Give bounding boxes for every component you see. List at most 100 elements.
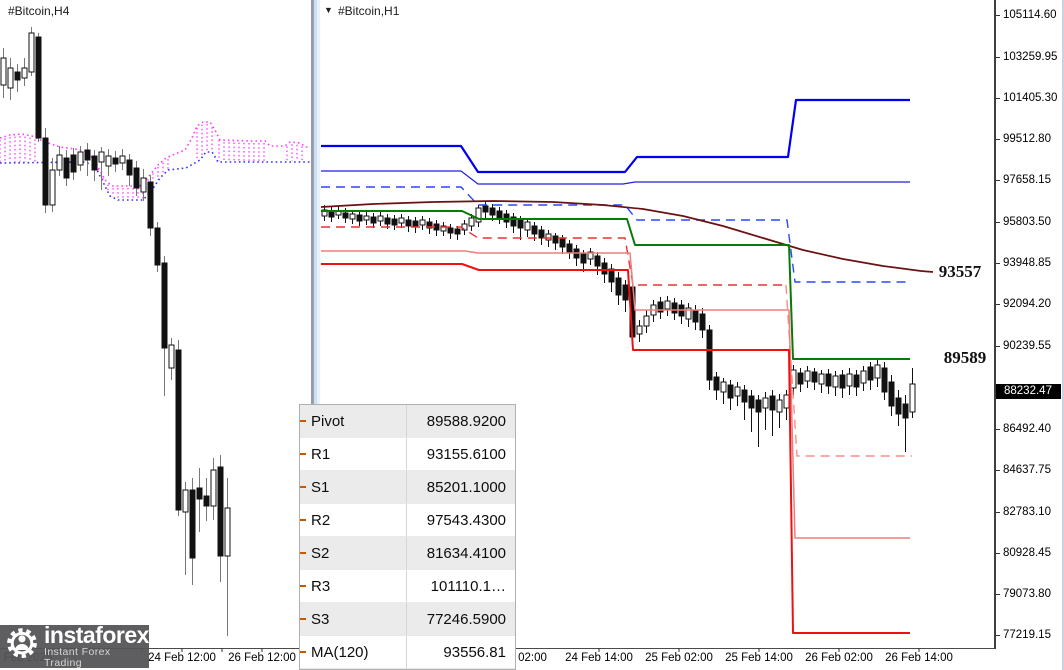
pivot-level-label: 89589 — [943, 348, 987, 367]
candle — [147, 175, 154, 236]
candle — [902, 395, 909, 452]
candle — [587, 248, 594, 265]
candle — [650, 300, 657, 322]
candle — [657, 297, 664, 319]
line-sample-icon — [300, 453, 306, 455]
price-axis-label: 82783.10 — [1003, 506, 1051, 518]
price-axis-label: 80928.45 — [1003, 547, 1051, 559]
data-window-row: S2 81634.4100 — [300, 537, 515, 570]
candle — [692, 305, 699, 330]
candle — [133, 161, 140, 196]
price-axis-label: 103259.95 — [1003, 51, 1058, 63]
data-window-value: 101110.1… — [406, 570, 515, 602]
candle — [853, 370, 860, 396]
candle — [0, 48, 7, 98]
candle — [370, 213, 377, 228]
candle — [804, 366, 811, 388]
candle — [594, 252, 601, 275]
candle — [720, 378, 727, 404]
data-window-label: S3 — [311, 610, 330, 628]
pivot-line-Pivot — [321, 210, 910, 360]
line-sample-icon — [300, 519, 306, 521]
candle — [405, 216, 412, 232]
data-window-label: Pivot — [311, 412, 345, 430]
candle — [755, 395, 762, 447]
data-window-value: 93155.6100 — [406, 438, 515, 470]
pivot-line-S3 — [321, 263, 910, 634]
pivot-line-MA120 — [320, 200, 934, 273]
time-axis-label: 25 Feb 14:00 — [725, 652, 793, 664]
price-axis[interactable]: 88232.47 105114.60 103259.95 101405.30 9951… — [994, 0, 1064, 670]
candle — [91, 150, 98, 181]
candle — [168, 338, 175, 380]
candle — [818, 370, 825, 393]
candle — [636, 320, 643, 342]
window-left-border[interactable] — [313, 0, 321, 670]
candle — [14, 64, 21, 92]
pivot-line-R2 — [321, 170, 910, 185]
time-axis-label: 26 Feb 14:00 — [885, 652, 953, 664]
line-sample-icon — [300, 651, 306, 653]
candle — [699, 308, 706, 338]
data-window-row: S3 77246.5900 — [300, 603, 515, 636]
candle — [440, 222, 447, 236]
data-window-row: R1 93155.6100 — [300, 438, 515, 471]
line-sample-icon — [300, 420, 306, 422]
candle — [398, 214, 405, 228]
candle — [573, 245, 580, 266]
data-window-row: R3 101110.1… — [300, 570, 515, 603]
axis-tick — [996, 512, 1000, 513]
candle — [119, 149, 126, 170]
candle — [56, 146, 63, 176]
pivot-line-S1 — [321, 226, 786, 286]
candle — [496, 207, 503, 224]
axis-tick — [996, 180, 1000, 181]
line-sample-icon — [300, 618, 306, 620]
data-window-value: 93556.81 — [406, 636, 515, 668]
candle — [734, 382, 741, 406]
candle — [846, 368, 853, 395]
candle — [328, 207, 335, 222]
price-axis-label: 92094.20 — [1003, 298, 1051, 310]
candle — [839, 370, 846, 398]
candle — [175, 340, 182, 516]
candle — [832, 371, 839, 396]
candle — [335, 206, 342, 219]
candle — [678, 300, 685, 324]
candle — [552, 233, 559, 250]
right-chart-canvas[interactable] — [313, 0, 994, 670]
time-axis-label: 26 Feb 02:00 — [805, 652, 873, 664]
candle — [433, 220, 440, 236]
pivot-line-R3 — [321, 98, 910, 174]
left-chart-title: #Bitcoin,H4 — [8, 4, 70, 18]
candle — [769, 390, 776, 436]
price-axis-line — [994, 0, 996, 649]
axis-tick — [996, 222, 1000, 223]
window-right-border — [1062, 0, 1064, 670]
price-axis-label: 95803.50 — [1003, 216, 1051, 228]
chevron-down-icon[interactable]: ▼ — [324, 5, 333, 15]
candle — [349, 210, 356, 224]
candle — [154, 222, 161, 272]
right-chart-title: #Bitcoin,H1 — [338, 4, 400, 18]
price-axis-label: 97658.15 — [1003, 174, 1051, 186]
axis-tick — [996, 635, 1000, 636]
line-sample-icon — [300, 486, 306, 488]
candle — [475, 205, 482, 227]
axis-tick — [996, 429, 1000, 430]
candle — [468, 214, 475, 231]
candle — [28, 27, 35, 76]
data-window-value: 85201.1000 — [406, 471, 515, 503]
data-window-row: S1 85201.1000 — [300, 471, 515, 504]
candle — [881, 362, 888, 400]
indicator-blue-line — [0, 151, 310, 201]
axis-tick — [996, 15, 1000, 16]
data-window-row: R2 97543.4300 — [300, 504, 515, 537]
data-window-value: 97543.4300 — [406, 504, 515, 536]
candle — [224, 478, 231, 636]
data-window-label: S2 — [311, 544, 330, 562]
data-window-tooltip: Pivot 89588.9200 R1 93155.6100 S1 85201.1000 R… — [299, 404, 516, 670]
left-chart-canvas[interactable] — [0, 0, 311, 670]
